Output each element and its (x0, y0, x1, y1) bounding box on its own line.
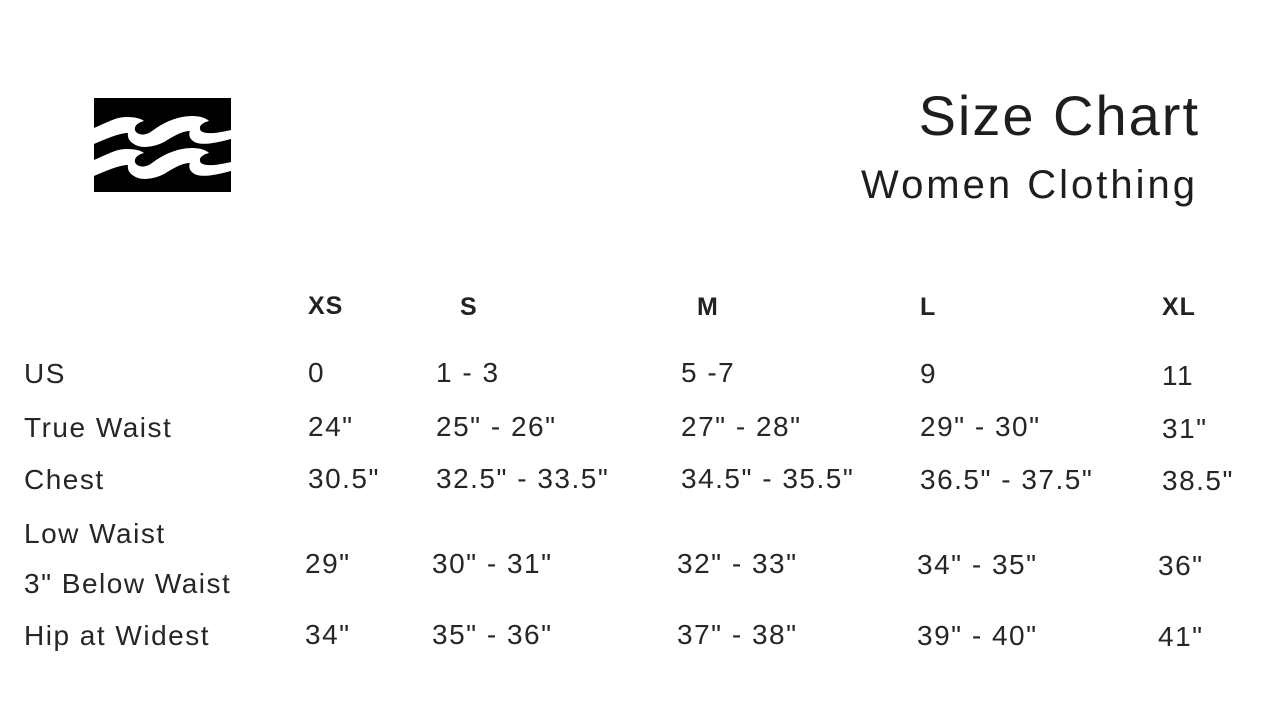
table-cell: 9 (920, 358, 938, 389)
column-header-m: M (697, 293, 719, 321)
column-header-xl: XL (1162, 293, 1196, 321)
table-cell: 30" - 31" (432, 548, 553, 579)
table-cell: 27" - 28" (681, 411, 802, 442)
column-header-s: S (460, 293, 478, 321)
column-header-xs: XS (308, 292, 344, 320)
table-cell: 34" (305, 619, 351, 650)
table-cell: 32.5" - 33.5" (436, 463, 610, 494)
table-cell: 29" (305, 548, 351, 579)
row-label-hip: Hip at Widest (24, 620, 210, 651)
row-label-low-waist: Low Waist (24, 518, 166, 549)
table-cell: 34" - 35" (917, 549, 1038, 580)
row-label-true-waist: True Waist (24, 412, 173, 443)
table-cell: 39" - 40" (917, 620, 1038, 651)
table-cell: 35" - 36" (432, 619, 553, 650)
table-cell: 36" (1158, 550, 1204, 581)
table-cell: 5 -7 (681, 357, 736, 388)
table-cell: 25" - 26" (436, 411, 557, 442)
table-cell: 30.5" (308, 463, 380, 494)
table-cell: 34.5" - 35.5" (681, 463, 855, 494)
table-cell: 37" - 38" (677, 619, 798, 650)
table-cell: 36.5" - 37.5" (920, 464, 1094, 495)
table-cell: 32" - 33" (677, 548, 798, 579)
page-subtitle: Women Clothing (861, 163, 1198, 207)
row-label-us: US (24, 358, 66, 389)
brand-logo-icon (94, 98, 231, 192)
row-label-low-waist-note: 3" Below Waist (24, 568, 232, 599)
table-cell: 41" (1158, 621, 1204, 652)
table-cell: 1 - 3 (436, 357, 500, 388)
table-cell: 31" (1162, 413, 1208, 444)
row-label-chest: Chest (24, 464, 105, 495)
table-cell: 38.5" (1162, 465, 1234, 496)
table-cell: 24" (308, 411, 354, 442)
table-cell: 11 (1162, 360, 1195, 391)
table-cell: 0 (308, 357, 326, 388)
page-title: Size Chart (918, 84, 1200, 147)
column-header-l: L (920, 293, 937, 321)
table-cell: 29" - 30" (920, 411, 1041, 442)
